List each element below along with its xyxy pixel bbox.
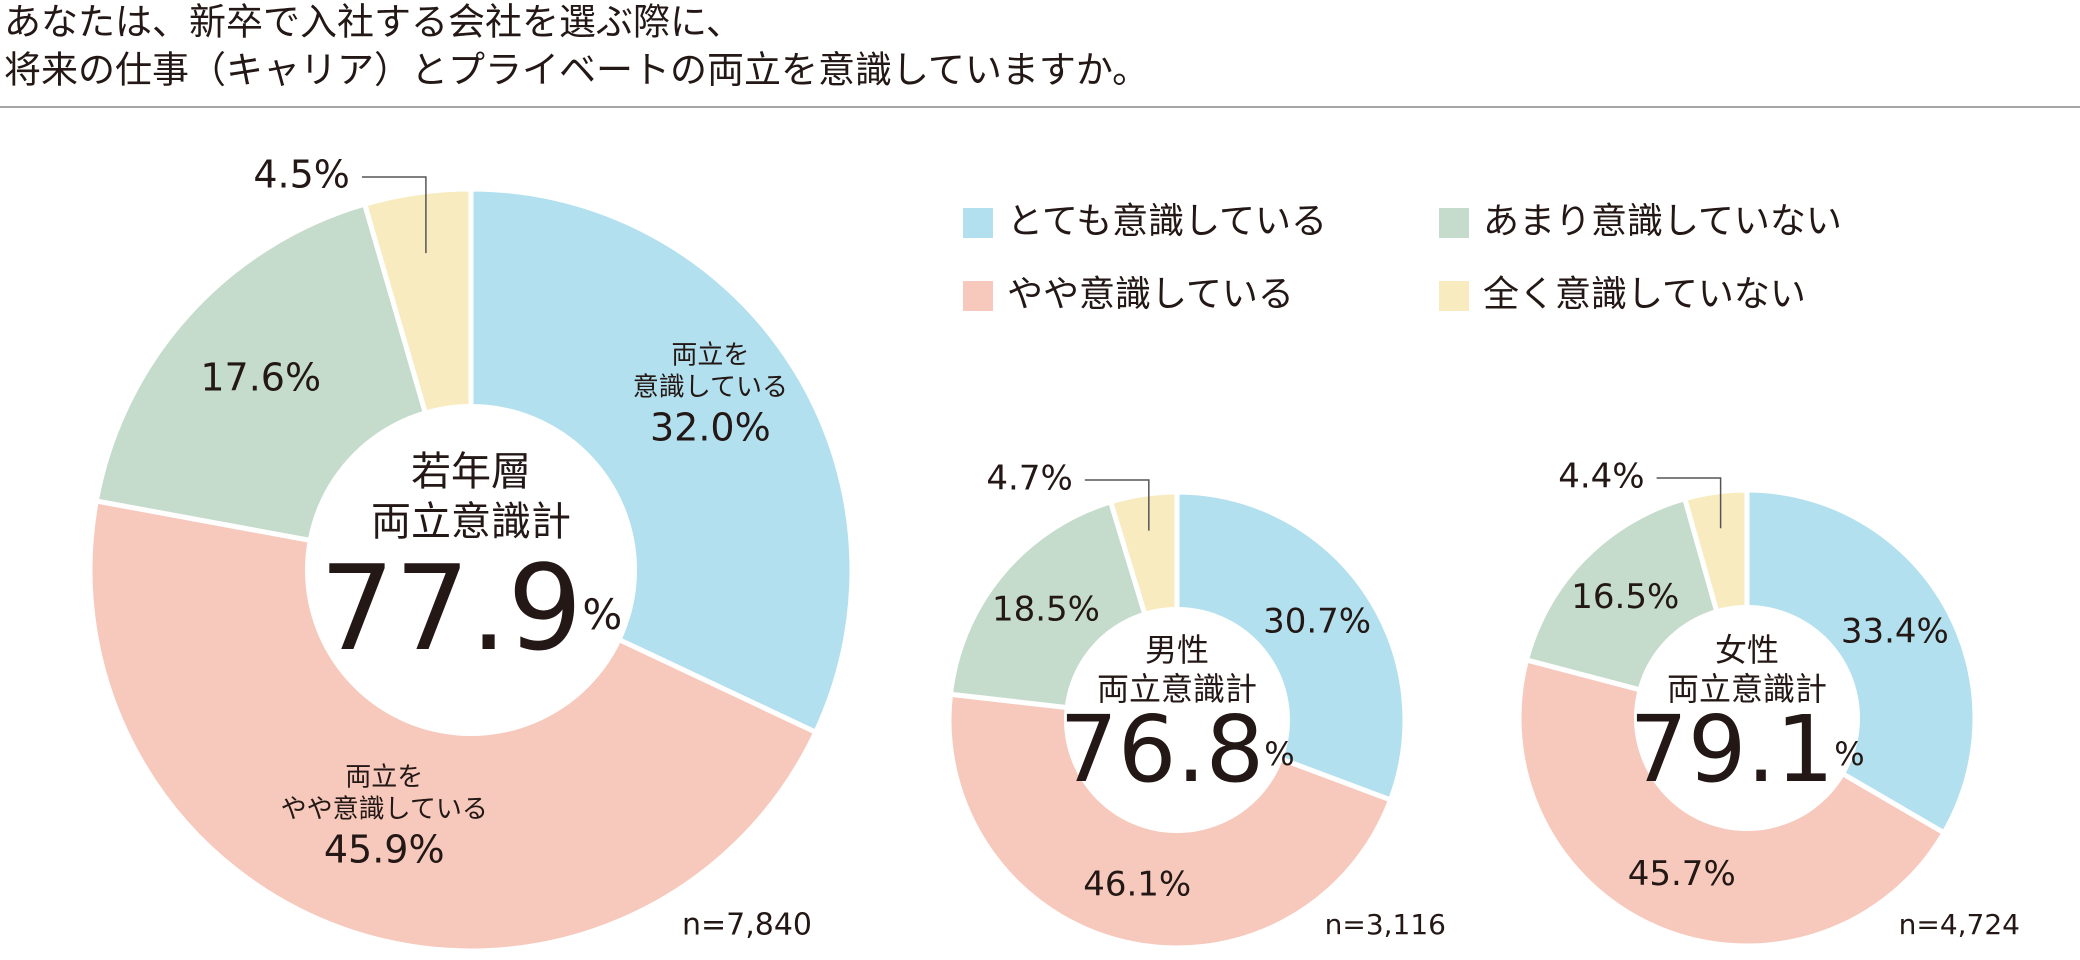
total-unit: % — [582, 590, 622, 639]
title-line: 将来の仕事（キャリア）とプライベートの両立を意識していますか。 — [4, 49, 1149, 92]
legend-label: やや意識している — [1007, 274, 1294, 315]
center-label: 男性 — [1145, 631, 1209, 669]
legend-swatch — [1439, 208, 1469, 238]
value-label: 17.6% — [200, 355, 321, 399]
legend-swatch — [963, 281, 993, 311]
sample-size: n=3,116 — [1325, 908, 1446, 941]
center-label: 両立意識計 — [1097, 670, 1257, 708]
legend-label: あまり意識していない — [1483, 201, 1842, 242]
slice-note: やや意識している — [281, 794, 488, 824]
center-total: 79.1% — [1629, 696, 1864, 803]
center-label: 若年層 — [411, 449, 531, 495]
value-label: 4.7% — [986, 459, 1072, 499]
center-label: 両立意識計 — [1667, 670, 1827, 708]
total-value: 76.8 — [1059, 696, 1264, 803]
value-label: 4.4% — [1558, 457, 1644, 497]
legend-swatch — [963, 208, 993, 238]
center-total: 76.8% — [1059, 696, 1294, 803]
sample-size: n=4,724 — [1899, 908, 2020, 941]
donut-hole — [305, 404, 637, 736]
center-label: 両立意識計 — [371, 499, 571, 545]
donut-hole — [1064, 607, 1290, 833]
value-label: 18.5% — [992, 589, 1100, 629]
legend-label: 全く意識していない — [1483, 274, 1806, 315]
value-label: 45.9% — [324, 827, 445, 871]
center-total: 77.9% — [320, 539, 623, 677]
legend-swatch — [1439, 281, 1469, 311]
total-value: 77.9 — [320, 539, 583, 677]
donut-hole — [1634, 605, 1860, 831]
leader-line — [361, 176, 427, 254]
sample-size: n=7,840 — [682, 908, 812, 943]
value-label: 4.5% — [253, 153, 350, 197]
slice-note: 意識している — [633, 373, 788, 403]
value-label: 30.7% — [1263, 601, 1371, 641]
value-label: 32.0% — [650, 406, 771, 450]
legend-label: とても意識している — [1007, 201, 1327, 242]
leader-line — [1656, 477, 1722, 529]
value-label: 16.5% — [1571, 577, 1679, 617]
leader-line — [1084, 479, 1150, 531]
value-label: 33.4% — [1841, 612, 1949, 652]
center-label: 女性 — [1715, 631, 1779, 669]
slice-note: 両立を — [671, 341, 749, 371]
total-value: 79.1 — [1629, 696, 1834, 803]
total-unit: % — [1834, 735, 1864, 773]
value-label: 45.7% — [1628, 854, 1736, 894]
title-line: あなたは、新卒で入社する会社を選ぶ際に、 — [4, 1, 743, 44]
slice-note: 両立を — [345, 762, 423, 792]
total-unit: % — [1264, 735, 1294, 773]
value-label: 46.1% — [1083, 864, 1191, 904]
